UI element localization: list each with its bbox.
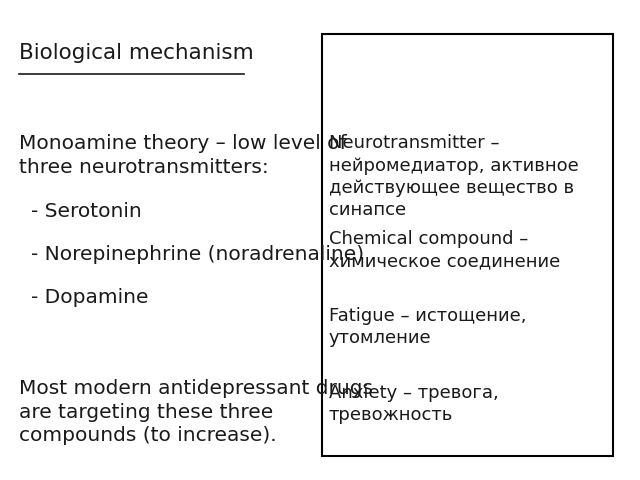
Text: - Dopamine: - Dopamine bbox=[31, 288, 148, 307]
Text: Chemical compound –
химическое соединение: Chemical compound – химическое соединени… bbox=[328, 230, 560, 271]
Text: Biological mechanism: Biological mechanism bbox=[19, 43, 253, 63]
Text: Neurotransmitter –
нейромедиатор, активное
действующее вещество в
синапсе: Neurotransmitter – нейромедиатор, активн… bbox=[328, 134, 579, 219]
FancyBboxPatch shape bbox=[323, 34, 613, 456]
Text: Monoamine theory – low level of
three neurotransmitters:: Monoamine theory – low level of three ne… bbox=[19, 134, 346, 177]
Text: Most modern antidepressant drugs
are targeting these three
compounds (to increas: Most modern antidepressant drugs are tar… bbox=[19, 379, 372, 445]
Text: - Serotonin: - Serotonin bbox=[31, 202, 142, 221]
Text: Fatigue – истощение,
утомление: Fatigue – истощение, утомление bbox=[328, 307, 526, 348]
Text: - Norepinephrine (noradrenaline): - Norepinephrine (noradrenaline) bbox=[31, 245, 364, 264]
Text: Anxiety – тревога,
тревожность: Anxiety – тревога, тревожность bbox=[328, 384, 499, 424]
